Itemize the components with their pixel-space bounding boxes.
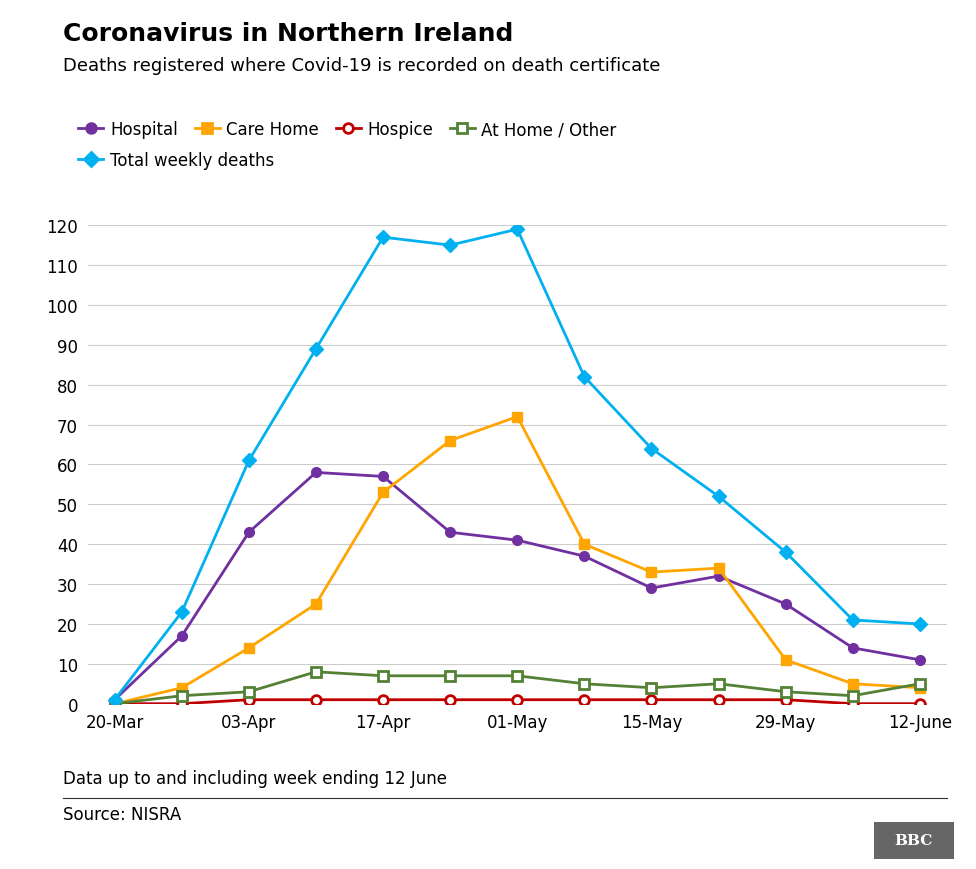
Legend: Hospital, Care Home, Hospice, At Home / Other: Hospital, Care Home, Hospice, At Home / … bbox=[72, 115, 624, 146]
Text: BBC: BBC bbox=[894, 833, 933, 847]
Text: Deaths registered where Covid-19 is recorded on death certificate: Deaths registered where Covid-19 is reco… bbox=[63, 56, 661, 75]
Text: Source: NISRA: Source: NISRA bbox=[63, 805, 182, 823]
Text: Data up to and including week ending 12 June: Data up to and including week ending 12 … bbox=[63, 769, 447, 787]
Legend: Total weekly deaths: Total weekly deaths bbox=[72, 145, 281, 176]
Text: Coronavirus in Northern Ireland: Coronavirus in Northern Ireland bbox=[63, 22, 513, 46]
